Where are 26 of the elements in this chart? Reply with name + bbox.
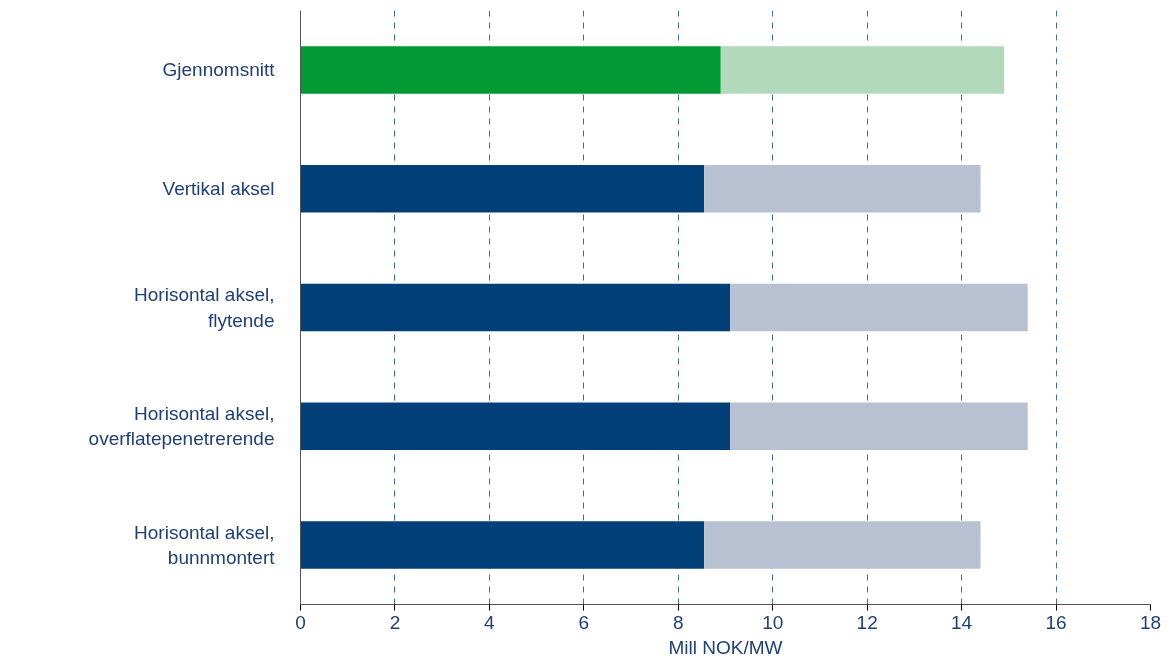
x-tick-label: 8	[672, 611, 684, 633]
x-tick-label: 18	[1139, 611, 1162, 633]
x-tick-label: 10	[762, 611, 784, 633]
x-tick-label: 12	[856, 611, 878, 633]
x-tick-label: 4	[484, 611, 496, 633]
x-tick-label: 0	[295, 611, 306, 633]
bar	[300, 521, 705, 569]
bar	[300, 283, 731, 332]
bar	[704, 164, 981, 213]
y-tick-label: Horisontal aksel, bunnmontert	[134, 522, 276, 569]
bar	[300, 402, 731, 451]
bar	[300, 46, 721, 94]
bar	[704, 521, 981, 569]
x-tick-label: 2	[389, 611, 401, 633]
y-tick-label: Horisontal aksel, overflatepenetrerende	[88, 403, 275, 450]
y-tick-label: Gjennomsnitt	[162, 59, 276, 81]
y-tick-label: Vertikal aksel	[162, 178, 275, 200]
bar	[730, 402, 1028, 451]
bar	[730, 283, 1028, 332]
bar	[720, 46, 1005, 94]
x-axis-title: Mill NOK/MW	[668, 636, 783, 658]
x-tick-label: 14	[951, 611, 973, 633]
y-tick-label: Horisontal aksel, flytende	[134, 284, 275, 331]
bar	[300, 164, 705, 213]
x-tick-label: 6	[578, 611, 590, 633]
x-tick-label: 16	[1045, 611, 1067, 633]
